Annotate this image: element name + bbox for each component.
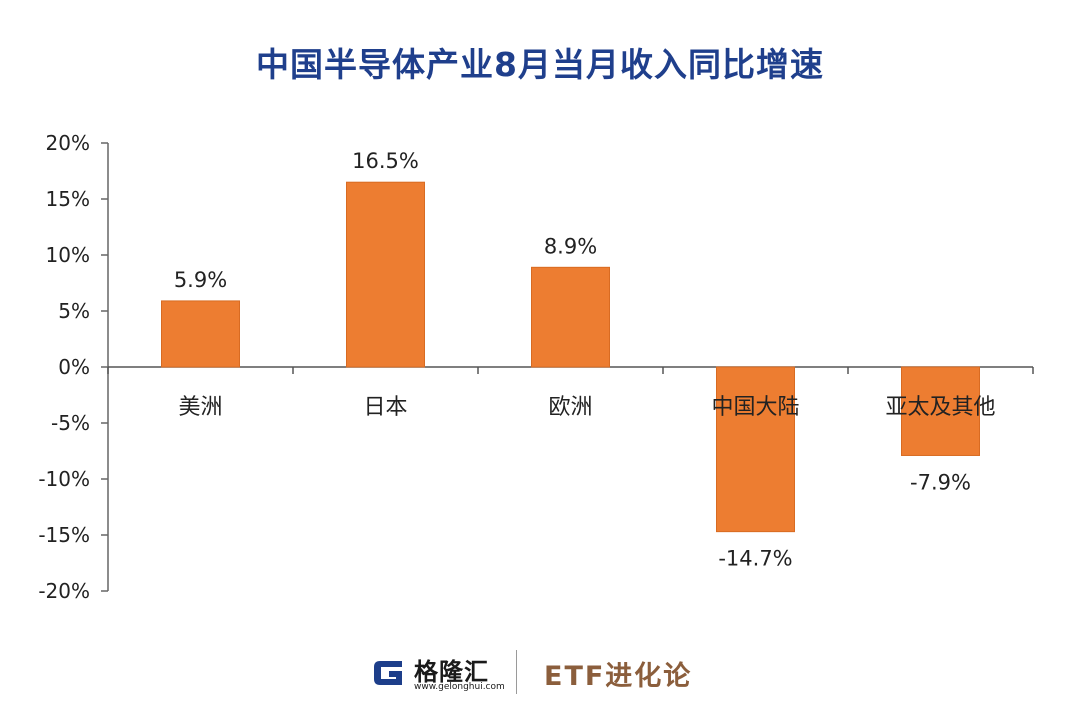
bar-chart: 20% 15% 10% 5% 0% -5% -10% -15% -20% 5.9% 16.5% 8.… [38,131,1034,603]
y-tick-label: 0% [58,355,90,379]
y-tick-label: -15% [38,523,90,547]
y-tick-label: -20% [38,579,90,603]
data-label: -14.7% [718,547,792,571]
bars [161,181,980,533]
category-label: 美洲 [178,395,222,420]
bar [531,266,610,368]
category-labels: 美洲 日本 欧洲 中国大陆 亚太及其他 [178,395,995,420]
bar [901,366,980,456]
data-label: -7.9% [910,470,971,494]
y-tick-label: 10% [46,243,90,267]
y-tick-label: -5% [51,411,90,435]
category-label: 中国大陆 [711,395,799,420]
category-label: 欧洲 [548,395,592,420]
footer-brand: ETF进化论 [544,661,693,692]
y-axis: 20% 15% 10% 5% 0% -5% -10% -15% -20% [38,131,1034,603]
category-label: 日本 [363,395,407,420]
bar [346,181,425,368]
gelonghui-logo-icon [374,661,402,685]
logo-url: www.gelonghui.com [414,682,505,692]
logo-name: 格隆汇 [414,658,489,686]
y-tick-label: 15% [46,187,90,211]
bar [716,366,795,533]
bar [161,300,240,368]
data-label: 8.9% [544,234,597,258]
data-label: 16.5% [352,149,419,173]
y-tick-label: 5% [58,299,90,323]
footer: 格隆汇 www.gelonghui.com ETF进化论 [0,640,1080,710]
category-label: 亚太及其他 [885,395,995,420]
data-label: 5.9% [174,268,227,292]
y-tick-label: -10% [38,467,90,491]
chart-title: 中国半导体产业8月当月收入同比增速 [256,45,824,84]
value-labels: 5.9% 16.5% 8.9% -14.7% -7.9% [174,149,971,570]
footer-divider [516,650,517,694]
y-tick-label: 20% [46,131,90,155]
